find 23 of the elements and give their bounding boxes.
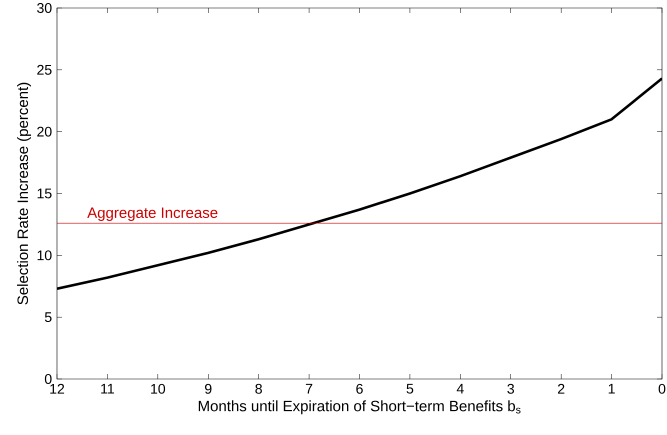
y-axis-title: Selection Rate Increase (percent) [17,82,32,305]
x-tick-label: 9 [205,384,212,394]
y-tick-label: 5 [44,312,52,322]
x-tick-label: 5 [406,384,414,394]
y-tick-label: 30 [37,3,52,13]
x-tick-label: 1 [608,384,615,394]
x-tick-label: 4 [456,384,464,394]
y-tick-label: 20 [37,126,52,137]
x-tick-label: 7 [306,384,312,394]
x-tick-label: 8 [255,384,262,394]
x-axis-title: Months until Expiration of Short−term Benefits b$_{s}$ [198,400,521,414]
y-tick-label: 10 [38,250,52,260]
x-tick-label: 10 [151,384,166,394]
x-tick-label: 0 [658,384,666,394]
x-tick-label: 11 [101,384,114,394]
x-tick-label: 2 [558,384,564,394]
y-tick-label: 25 [37,64,52,75]
x-tick-label: 6 [356,384,363,394]
x-tick-label: 3 [507,384,514,394]
ref-line-label: Aggregate Increase [87,208,218,221]
y-tick-label: 0 [44,374,52,384]
y-tick-label: 15 [38,188,52,198]
x-tick-label: 12 [50,384,64,394]
